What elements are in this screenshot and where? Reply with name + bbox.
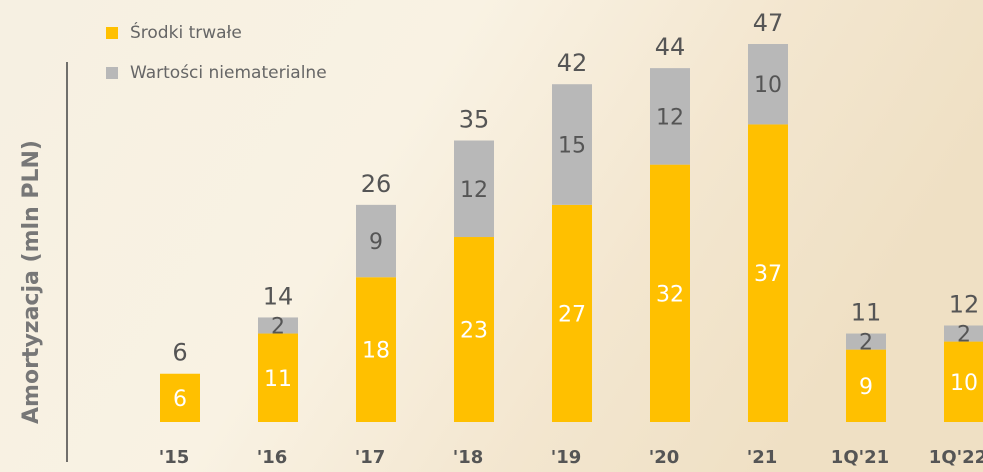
bar-segment (356, 277, 396, 422)
bar-segment (356, 204, 396, 278)
legend-label: Środki trwałe (130, 21, 242, 43)
x-tick-label: 1Q'21 (831, 447, 889, 468)
total-label: 42 (557, 49, 588, 77)
bar-segment (846, 333, 886, 350)
total-label: 11 (851, 299, 882, 327)
value-label: 12 (460, 178, 488, 203)
x-tick-label: 1Q'22 (929, 447, 983, 468)
bar-segment (650, 68, 690, 165)
value-label: 2 (957, 323, 971, 348)
x-tick-label: '16 (257, 447, 288, 468)
value-label: 12 (656, 105, 684, 130)
total-label: 12 (949, 290, 980, 318)
x-tick-label: '21 (747, 447, 778, 468)
bar-segment (650, 164, 690, 422)
y-axis-label: Amortyzacja (mln PLN) (19, 140, 44, 424)
value-label: 11 (264, 367, 292, 392)
value-label: 10 (754, 73, 782, 98)
bar-segment (160, 373, 200, 422)
bar-segment (748, 124, 788, 422)
value-label: 6 (173, 387, 187, 412)
total-label: 44 (655, 33, 686, 61)
x-tick-label: '15 (159, 447, 190, 468)
total-label: 47 (753, 9, 784, 37)
value-label: 18 (362, 339, 390, 364)
value-label: 9 (859, 375, 873, 400)
value-label: 2 (859, 331, 873, 356)
legend-swatch (106, 67, 118, 79)
value-label: 32 (656, 282, 684, 307)
bar-segment (748, 44, 788, 125)
x-tick-label: '20 (649, 447, 680, 468)
value-label: 23 (460, 319, 488, 344)
bar-segment (258, 333, 298, 422)
value-label: 10 (950, 371, 978, 396)
value-label: 37 (754, 262, 782, 287)
total-label: 6 (172, 339, 187, 367)
bar-segment (552, 84, 592, 205)
bar-segment (552, 204, 592, 422)
x-tick-label: '19 (551, 447, 582, 468)
bar-segment (944, 325, 983, 342)
bar-segment (454, 237, 494, 422)
bar-segment (944, 341, 983, 422)
value-label: 9 (369, 230, 383, 255)
x-tick-label: '18 (453, 447, 484, 468)
total-label: 26 (361, 170, 392, 198)
value-label: 2 (271, 314, 285, 339)
legend-label: Wartości niematerialne (130, 63, 327, 83)
bar-segment (454, 140, 494, 238)
bar-segment (846, 349, 886, 422)
legend-swatch (106, 27, 118, 39)
value-label: 15 (558, 134, 586, 159)
value-label: 27 (558, 302, 586, 327)
x-tick-label: '17 (355, 447, 386, 468)
total-label: 35 (459, 106, 490, 134)
total-label: 14 (263, 282, 294, 310)
bar-segment (258, 317, 298, 334)
